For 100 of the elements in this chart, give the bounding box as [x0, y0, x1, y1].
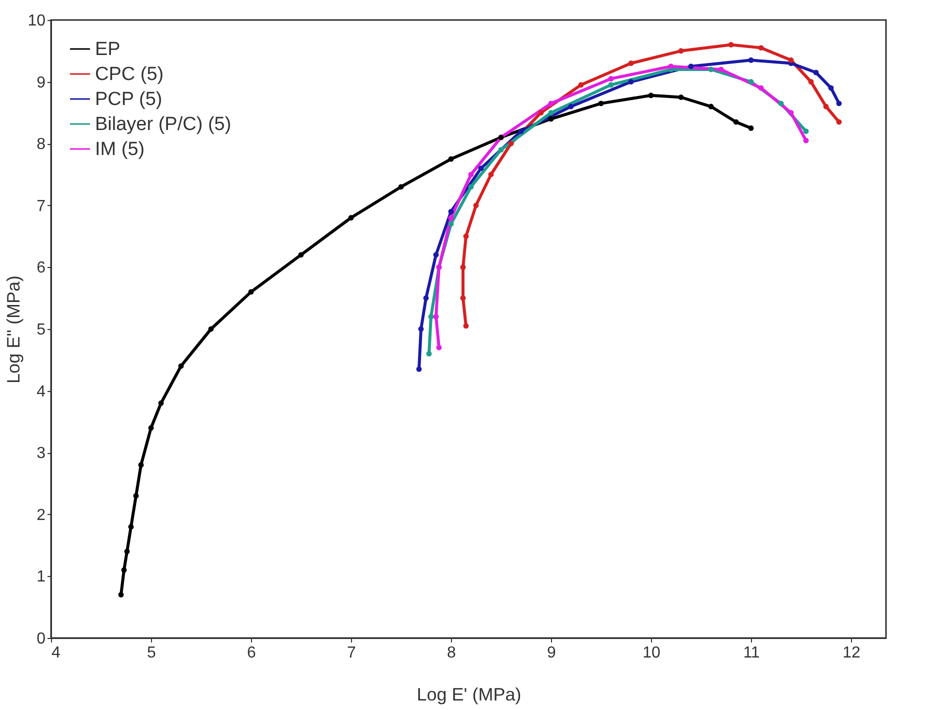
point	[758, 45, 764, 51]
point	[448, 215, 454, 220]
point	[423, 295, 429, 301]
point	[498, 147, 504, 153]
point	[468, 184, 474, 190]
point	[733, 119, 739, 125]
point	[758, 85, 764, 91]
y-tick-label: 1	[36, 568, 46, 586]
point	[178, 363, 184, 369]
point	[748, 79, 754, 85]
point	[463, 323, 469, 329]
y-tick-label: 8	[36, 136, 46, 154]
point	[608, 76, 614, 82]
y-tick-label: 2	[36, 506, 46, 524]
point	[708, 66, 714, 72]
x-tick-label: 5	[147, 644, 156, 662]
legend-label: CPC (5)	[95, 64, 164, 85]
point	[678, 94, 684, 100]
legend-label: IM (5)	[95, 139, 145, 160]
point	[348, 215, 354, 220]
point	[788, 57, 794, 63]
point	[628, 79, 634, 85]
y-tick-label: 10	[28, 12, 46, 30]
y-axis-title: Log E'' (MPa)	[4, 276, 24, 384]
point	[128, 524, 134, 530]
point	[748, 57, 754, 63]
point	[803, 128, 809, 134]
y-tick-label: 6	[36, 260, 46, 277]
point	[473, 202, 479, 208]
y-tick-label: 3	[36, 445, 46, 462]
legend-label: Bilayer (P/C) (5)	[95, 114, 232, 135]
point	[708, 104, 714, 110]
point	[803, 138, 809, 144]
point	[748, 125, 754, 131]
point	[248, 289, 254, 295]
point	[433, 314, 439, 320]
point	[433, 252, 439, 258]
point	[813, 70, 819, 76]
point	[148, 425, 154, 431]
point	[460, 295, 466, 301]
point	[548, 110, 554, 116]
legend-label: PCP (5)	[95, 89, 162, 110]
point	[463, 234, 469, 240]
x-tick-label: 8	[447, 644, 456, 662]
y-tick-label: 4	[36, 383, 46, 400]
y-tick-label: 9	[36, 74, 46, 92]
legend-label: EP	[95, 39, 120, 60]
point	[121, 567, 127, 573]
x-tick-label: 4	[52, 644, 60, 662]
point	[460, 264, 466, 270]
point	[416, 366, 422, 372]
point	[208, 326, 214, 332]
point	[133, 493, 139, 499]
point	[398, 184, 404, 190]
x-tick-label: 6	[247, 644, 256, 662]
point	[508, 140, 514, 146]
point	[548, 100, 554, 106]
point	[836, 100, 842, 106]
point	[608, 82, 614, 88]
point	[728, 42, 734, 48]
point	[836, 119, 842, 125]
point	[468, 172, 474, 178]
x-tick-label: 7	[347, 644, 356, 662]
point	[478, 166, 484, 172]
x-axis-title: Log E' (MPa)	[416, 684, 522, 704]
point	[568, 104, 574, 110]
point	[448, 208, 454, 214]
point	[158, 400, 164, 406]
point	[578, 82, 584, 88]
x-tick-label: 11	[743, 644, 760, 662]
y-tick-label: 0	[36, 630, 46, 648]
point	[298, 252, 304, 258]
point	[448, 156, 454, 162]
point	[118, 592, 124, 598]
point	[548, 116, 554, 122]
point	[718, 66, 724, 72]
point	[448, 221, 454, 227]
y-tick-label: 5	[36, 322, 46, 338]
x-tick-label: 12	[842, 644, 860, 662]
point	[678, 48, 684, 54]
y-tick-label: 7	[36, 198, 46, 215]
point	[598, 100, 604, 106]
point	[124, 548, 130, 554]
point	[688, 64, 694, 70]
point	[778, 100, 784, 106]
point	[436, 344, 442, 350]
point	[138, 462, 144, 468]
point	[828, 85, 834, 91]
point	[788, 110, 794, 116]
x-tick-label: 9	[547, 644, 556, 662]
point	[518, 128, 524, 134]
point	[488, 172, 494, 178]
point	[668, 64, 674, 70]
point	[418, 326, 424, 332]
point	[648, 92, 654, 98]
point	[628, 60, 634, 66]
point	[823, 104, 829, 110]
x-tick-label: 10	[642, 644, 660, 662]
point	[428, 314, 434, 320]
point	[808, 79, 814, 85]
